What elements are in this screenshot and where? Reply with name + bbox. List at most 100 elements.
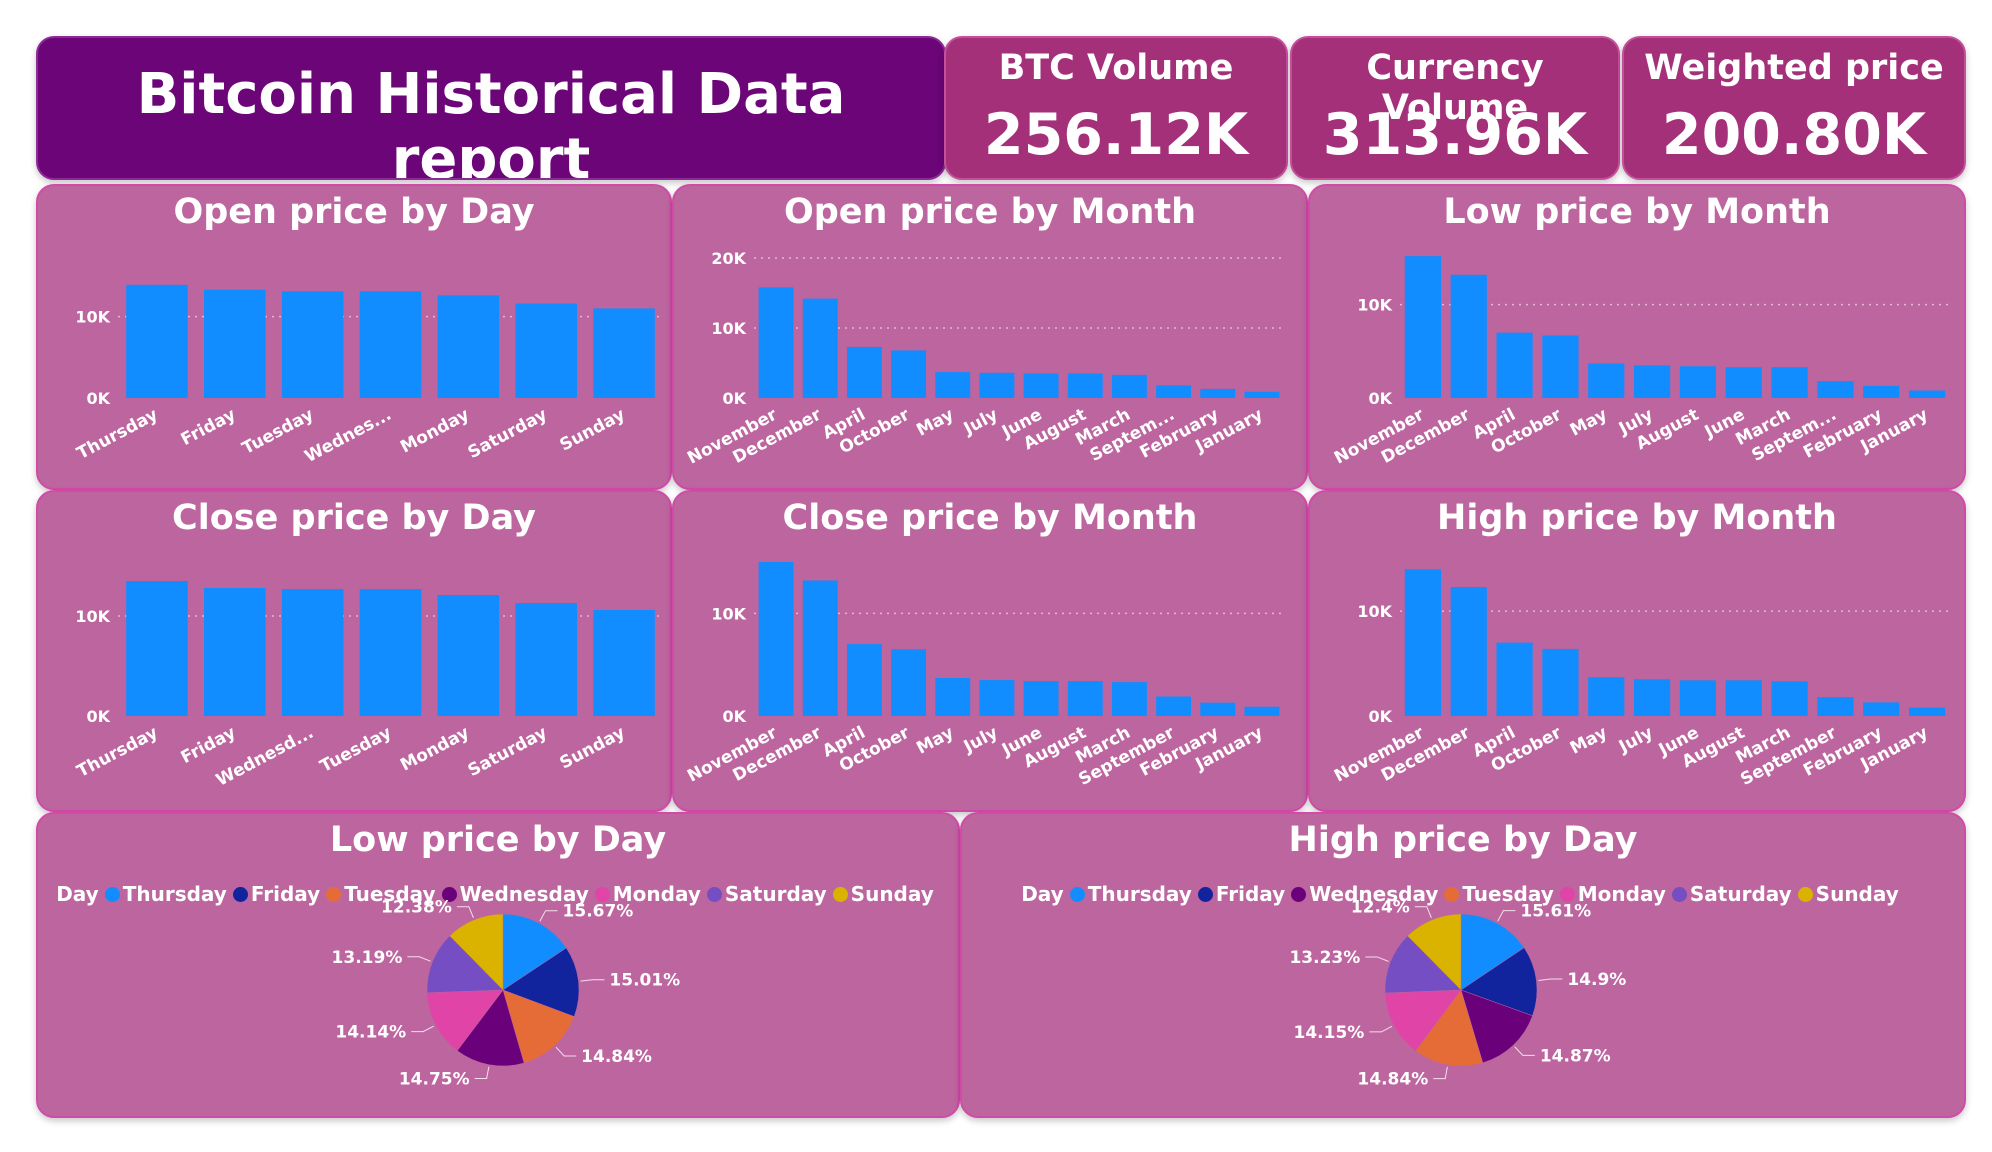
bar[interactable] <box>437 295 500 398</box>
bar[interactable] <box>126 284 188 398</box>
pie-slice[interactable] <box>502 913 567 991</box>
bar[interactable] <box>1067 373 1103 399</box>
bar[interactable] <box>1156 696 1192 716</box>
bar[interactable] <box>1679 366 1717 398</box>
bar[interactable] <box>1863 702 1900 716</box>
bar[interactable] <box>1908 707 1946 716</box>
bar[interactable] <box>359 291 422 398</box>
bar[interactable] <box>1542 335 1579 398</box>
pie-slice[interactable] <box>1384 935 1462 994</box>
bar[interactable] <box>758 562 794 716</box>
chart-low-price-by-month[interactable]: Low price by Month 0K 10K November December… <box>1308 184 1966 490</box>
bar[interactable] <box>846 644 882 716</box>
bar[interactable] <box>1633 679 1671 716</box>
chart-close-price-by-day[interactable]: Close price by Day 0K 10K Thursday Friday We… <box>36 490 672 812</box>
bar[interactable] <box>437 595 500 716</box>
bar[interactable] <box>126 581 188 716</box>
bar[interactable] <box>1067 681 1103 716</box>
bar[interactable] <box>1496 332 1533 398</box>
bar[interactable] <box>593 308 655 398</box>
bar[interactable] <box>891 350 927 398</box>
bar[interactable] <box>1450 274 1487 398</box>
legend-item[interactable]: Saturday <box>706 882 827 906</box>
bar[interactable] <box>1817 697 1854 716</box>
pie-slice[interactable] <box>1384 989 1462 1052</box>
pie-slice[interactable] <box>1460 947 1538 1017</box>
pie-slice[interactable] <box>426 989 504 1052</box>
bar[interactable] <box>891 649 927 716</box>
bar[interactable] <box>979 372 1015 398</box>
bar[interactable] <box>935 372 971 398</box>
bar[interactable] <box>359 589 422 716</box>
bar[interactable] <box>1863 385 1900 398</box>
pie-slice[interactable] <box>1415 989 1484 1067</box>
bar[interactable] <box>1023 373 1059 399</box>
chart-high-price-by-month[interactable]: High price by Month 0K 10K November Decembe… <box>1308 490 1966 812</box>
bar[interactable] <box>802 580 838 716</box>
bar[interactable] <box>1542 648 1579 716</box>
legend-item[interactable]: Tuesday <box>1444 882 1554 906</box>
bar[interactable] <box>1771 367 1808 398</box>
kpi-card-weighted-price[interactable]: Weighted price 200.80K <box>1622 36 1966 180</box>
bar[interactable] <box>979 680 1015 716</box>
bar[interactable] <box>515 603 577 716</box>
kpi-card-btc-volume[interactable]: BTC Volume 256.12K <box>944 36 1288 180</box>
pie-slice[interactable] <box>449 913 504 991</box>
bar[interactable] <box>1725 680 1762 716</box>
bar[interactable] <box>1771 681 1808 716</box>
bar[interactable] <box>1588 677 1625 716</box>
bar[interactable] <box>281 589 344 716</box>
bar[interactable] <box>1111 374 1147 398</box>
legend-item[interactable]: Wednesday <box>1291 882 1438 906</box>
bar[interactable] <box>1244 391 1280 398</box>
legend-item[interactable]: Sunday <box>1797 882 1899 906</box>
pie-slice[interactable] <box>502 947 580 1017</box>
legend-item[interactable]: Thursday <box>104 882 227 906</box>
legend-item[interactable]: Thursday <box>1069 882 1192 906</box>
legend-item[interactable]: Monday <box>1559 882 1666 906</box>
bar[interactable] <box>758 287 794 398</box>
bar[interactable] <box>935 678 971 716</box>
bar[interactable] <box>281 291 344 398</box>
bar[interactable] <box>1588 363 1625 398</box>
bar[interactable] <box>515 303 577 398</box>
pie-slice[interactable] <box>456 989 525 1067</box>
bar[interactable] <box>1200 702 1236 716</box>
legend-item[interactable]: Sunday <box>832 882 934 906</box>
pie-slice[interactable] <box>1460 913 1525 991</box>
bar[interactable] <box>593 610 655 716</box>
chart-open-price-by-month[interactable]: Open price by Month 0K 10K 20K November Dece… <box>672 184 1308 490</box>
pie-slice[interactable] <box>1407 913 1462 991</box>
legend-item[interactable]: Wednesday <box>441 882 589 906</box>
bar[interactable] <box>204 588 266 716</box>
bar[interactable] <box>1404 569 1442 716</box>
bar[interactable] <box>1633 365 1671 398</box>
bar[interactable] <box>1496 642 1533 716</box>
bar[interactable] <box>1679 680 1717 716</box>
bar[interactable] <box>1817 381 1854 398</box>
legend-item[interactable]: Friday <box>232 882 320 906</box>
bar[interactable] <box>802 298 838 398</box>
legend-item[interactable]: Friday <box>1197 882 1285 906</box>
legend-item[interactable]: Saturday <box>1671 882 1792 906</box>
bar[interactable] <box>1908 390 1946 398</box>
bar[interactable] <box>204 289 266 398</box>
bar[interactable] <box>846 346 882 398</box>
bar[interactable] <box>1156 385 1192 398</box>
legend-item[interactable]: Monday <box>594 882 701 906</box>
kpi-card-currency-volume[interactable]: Currency Volume 313.96K <box>1290 36 1620 180</box>
chart-close-price-by-month[interactable]: Close price by Month 0K 10K November Decemb… <box>672 490 1308 812</box>
bar[interactable] <box>1111 682 1147 716</box>
chart-open-price-by-day[interactable]: Open price by Day 0K 10K Thursday Friday Tue… <box>36 184 672 490</box>
chart-low-price-by-day[interactable]: Low price by Day Day Thursday Friday Tuesda… <box>36 812 960 1118</box>
chart-high-price-by-day[interactable]: High price by Day Day Thursday Friday Wedne… <box>960 812 1966 1118</box>
pie-slice[interactable] <box>502 989 575 1064</box>
pie-slice[interactable] <box>426 935 504 994</box>
legend-item[interactable]: Tuesday <box>326 882 436 906</box>
bar[interactable] <box>1200 388 1236 398</box>
pie-slice[interactable] <box>1460 989 1533 1064</box>
bar[interactable] <box>1450 587 1487 716</box>
bar[interactable] <box>1244 706 1280 716</box>
bar[interactable] <box>1725 367 1762 398</box>
bar[interactable] <box>1023 681 1059 716</box>
